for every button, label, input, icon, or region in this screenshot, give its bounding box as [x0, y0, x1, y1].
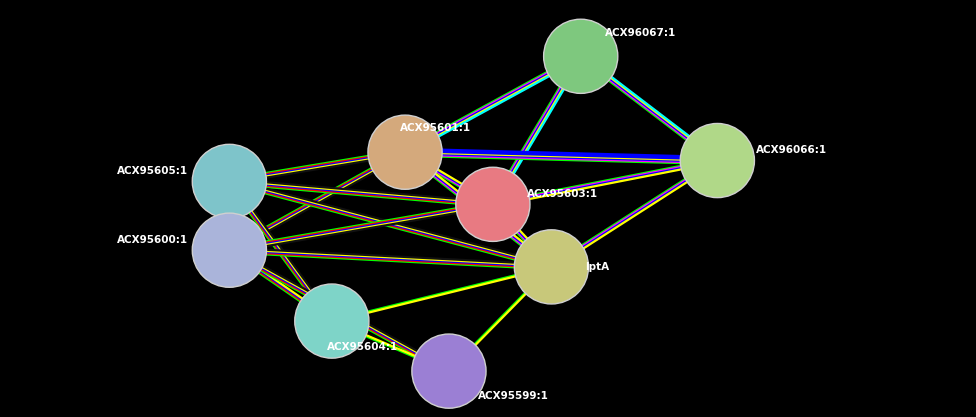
- Text: ACX95601:1: ACX95601:1: [400, 123, 471, 133]
- Ellipse shape: [368, 115, 442, 189]
- Text: ACX95600:1: ACX95600:1: [117, 235, 188, 245]
- Text: ACX96067:1: ACX96067:1: [605, 28, 676, 38]
- Text: ACX96066:1: ACX96066:1: [756, 145, 828, 155]
- Text: lptA: lptA: [586, 262, 610, 272]
- Ellipse shape: [456, 167, 530, 241]
- Ellipse shape: [295, 284, 369, 358]
- Ellipse shape: [514, 230, 589, 304]
- Text: ACX95603:1: ACX95603:1: [527, 189, 598, 199]
- Ellipse shape: [680, 123, 754, 198]
- Text: ACX95599:1: ACX95599:1: [478, 391, 549, 401]
- Ellipse shape: [412, 334, 486, 408]
- Ellipse shape: [544, 19, 618, 93]
- Text: ACX95605:1: ACX95605:1: [117, 166, 188, 176]
- Text: ACX95604:1: ACX95604:1: [327, 342, 398, 352]
- Ellipse shape: [192, 213, 266, 287]
- Ellipse shape: [192, 144, 266, 219]
